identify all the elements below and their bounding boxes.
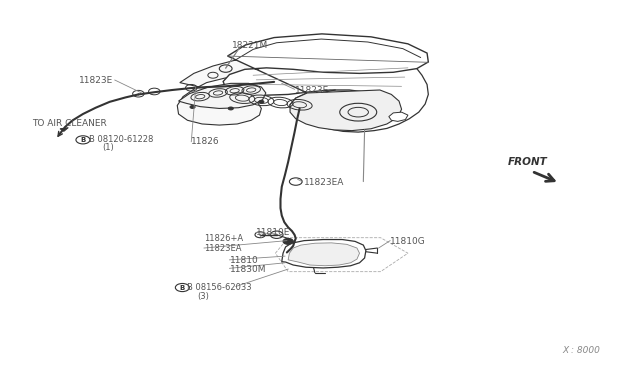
- Circle shape: [228, 107, 234, 110]
- Circle shape: [283, 238, 293, 244]
- Text: 11810E: 11810E: [256, 228, 291, 237]
- Text: 11823EA: 11823EA: [204, 244, 241, 253]
- Text: 11826: 11826: [191, 137, 220, 146]
- Text: 11810G: 11810G: [390, 237, 426, 246]
- Circle shape: [190, 106, 195, 109]
- Text: (3): (3): [198, 292, 209, 301]
- Polygon shape: [288, 243, 360, 266]
- Polygon shape: [179, 83, 266, 109]
- Text: 11830M: 11830M: [230, 264, 266, 273]
- Text: 11823EA: 11823EA: [304, 178, 344, 187]
- Text: 11810: 11810: [230, 256, 259, 265]
- Polygon shape: [177, 60, 261, 125]
- Polygon shape: [282, 240, 366, 268]
- Text: 11823E: 11823E: [79, 76, 113, 85]
- Text: (1): (1): [102, 144, 114, 153]
- Text: B: B: [81, 137, 86, 143]
- Text: 11826+A: 11826+A: [204, 234, 243, 243]
- Text: TO AIR CLEANER: TO AIR CLEANER: [32, 119, 107, 128]
- Text: B: B: [180, 285, 185, 291]
- Polygon shape: [60, 128, 68, 131]
- Text: 11823E: 11823E: [294, 86, 329, 94]
- Text: X : 8000: X : 8000: [562, 346, 600, 355]
- Polygon shape: [389, 112, 408, 121]
- Circle shape: [259, 100, 264, 103]
- Text: 18221M: 18221M: [232, 41, 268, 50]
- Text: B 08156-62033: B 08156-62033: [188, 283, 252, 292]
- Polygon shape: [223, 34, 428, 127]
- Polygon shape: [290, 90, 401, 131]
- Text: B 08120-61228: B 08120-61228: [90, 135, 154, 144]
- Text: FRONT: FRONT: [508, 157, 548, 167]
